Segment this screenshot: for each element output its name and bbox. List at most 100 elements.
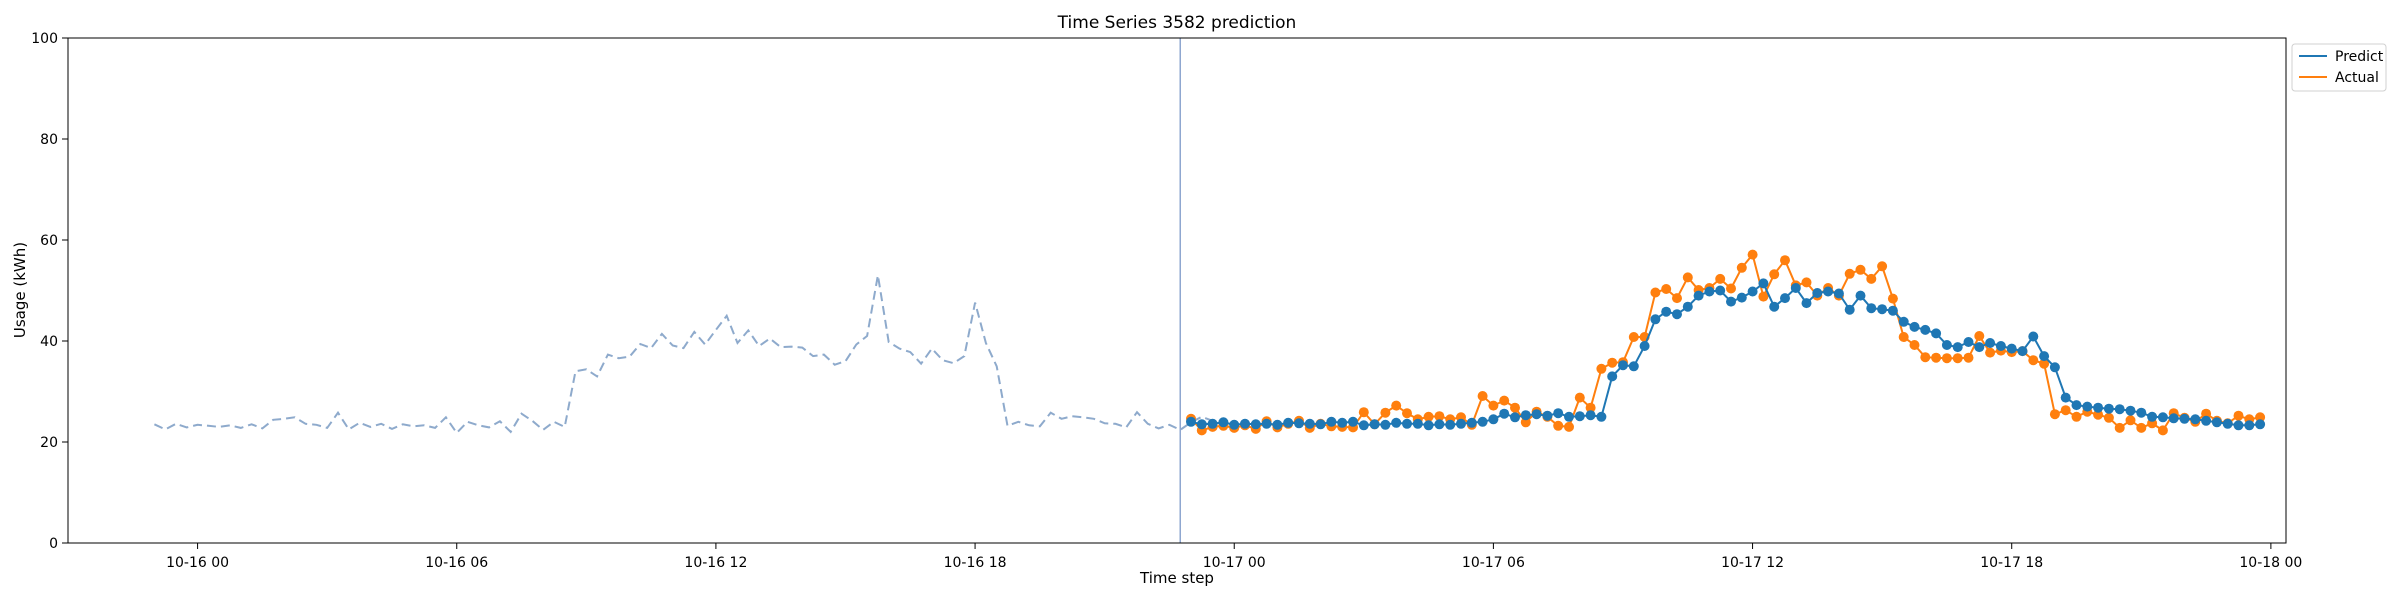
predict-line bbox=[1190, 281, 2261, 427]
predict-point bbox=[1477, 416, 1488, 427]
actual-point bbox=[1866, 273, 1877, 284]
predict-point bbox=[1650, 314, 1661, 325]
x-tick-label: 10-17 18 bbox=[1980, 555, 2043, 571]
actual-point bbox=[1596, 363, 1607, 374]
predict-point bbox=[1250, 419, 1261, 430]
predict-point bbox=[1693, 290, 1704, 301]
actual-point bbox=[1941, 353, 1952, 364]
actual-point bbox=[2125, 415, 2136, 426]
predict-point bbox=[2093, 402, 2104, 413]
actual-point bbox=[1380, 407, 1391, 418]
predict-series bbox=[1186, 278, 2266, 431]
x-tick-label: 10-16 00 bbox=[166, 555, 229, 571]
actual-point bbox=[1661, 284, 1672, 294]
predict-point bbox=[1294, 418, 1304, 429]
predict-point bbox=[2179, 413, 2190, 424]
predict-point bbox=[1423, 420, 1434, 431]
predict-point bbox=[1520, 410, 1531, 421]
x-tick-label: 10-17 00 bbox=[1203, 555, 1266, 571]
predict-point bbox=[2222, 418, 2233, 429]
predict-point bbox=[1466, 417, 1477, 428]
actual-point bbox=[2071, 411, 2082, 422]
predict-point bbox=[1855, 290, 1866, 301]
x-tick-label: 10-18 00 bbox=[2239, 555, 2302, 571]
x-tick-label: 10-17 06 bbox=[1462, 555, 1525, 571]
y-axis: 0 20 40 60 80 100 bbox=[31, 31, 68, 552]
predict-point bbox=[1726, 296, 1736, 307]
predict-point bbox=[2190, 414, 2201, 425]
predict-point bbox=[2028, 331, 2039, 342]
predict-point bbox=[1877, 304, 1888, 315]
predict-point bbox=[1229, 419, 1240, 430]
actual-point bbox=[1564, 421, 1574, 432]
predict-point bbox=[1531, 409, 1542, 420]
predict-point bbox=[1672, 309, 1682, 320]
actual-point bbox=[1909, 340, 1920, 350]
predict-point bbox=[1898, 316, 1909, 327]
x-axis-label: Time step bbox=[1139, 569, 1214, 587]
predict-point bbox=[1283, 417, 1294, 428]
predict-point bbox=[2103, 403, 2114, 414]
actual-point bbox=[1985, 347, 1996, 358]
predict-point bbox=[1456, 418, 1466, 429]
actual-line bbox=[1190, 252, 2261, 432]
predict-point bbox=[1941, 340, 1952, 350]
predict-point bbox=[1585, 410, 1596, 421]
actual-point bbox=[2201, 408, 2212, 419]
chart-title: Time Series 3582 prediction bbox=[1057, 13, 1297, 33]
predict-point bbox=[2060, 392, 2071, 403]
actual-point bbox=[1434, 411, 1445, 422]
predict-point bbox=[1618, 360, 1628, 371]
predict-point bbox=[2017, 346, 2028, 357]
predict-point bbox=[1337, 417, 1348, 428]
predict-point bbox=[2006, 343, 2017, 354]
predict-point bbox=[1218, 417, 1229, 428]
predict-point bbox=[1391, 417, 1402, 428]
predict-point bbox=[1574, 411, 1585, 422]
predict-point bbox=[2168, 413, 2179, 424]
predict-point bbox=[2125, 405, 2136, 416]
predict-point bbox=[1758, 278, 1769, 289]
predict-point bbox=[1207, 418, 1218, 429]
predict-point bbox=[1661, 306, 1672, 317]
actual-point bbox=[1887, 293, 1898, 304]
predict-point bbox=[1304, 418, 1315, 429]
predict-point bbox=[1801, 298, 1812, 309]
actual-point bbox=[1780, 255, 1790, 266]
predict-point bbox=[2201, 415, 2212, 426]
actual-point bbox=[1510, 402, 1520, 413]
predict-point bbox=[2114, 404, 2125, 415]
actual-point bbox=[1477, 391, 1488, 401]
predict-point bbox=[1931, 328, 1942, 339]
actual-point bbox=[1402, 408, 1412, 419]
predict-point bbox=[1358, 420, 1369, 431]
predict-point bbox=[1445, 419, 1456, 430]
predict-point bbox=[1402, 418, 1412, 429]
x-axis: 10-16 00 10-16 06 10-16 12 10-16 18 10-17 00… bbox=[166, 543, 2302, 571]
predict-point bbox=[2244, 420, 2255, 431]
history-series bbox=[153, 275, 1213, 435]
actual-point bbox=[1574, 392, 1585, 403]
predict-point bbox=[1790, 283, 1801, 293]
predict-point bbox=[1499, 408, 1510, 419]
actual-point bbox=[1736, 262, 1747, 273]
predict-point bbox=[1186, 416, 1196, 427]
actual-point bbox=[1726, 283, 1736, 294]
predict-point bbox=[2082, 401, 2093, 412]
predict-point bbox=[1866, 303, 1877, 314]
actual-point bbox=[1952, 353, 1963, 364]
predict-point bbox=[1812, 288, 1823, 298]
actual-point bbox=[2157, 425, 2168, 436]
actual-point bbox=[1844, 268, 1855, 279]
predict-point bbox=[1887, 305, 1898, 316]
predict-point bbox=[2255, 419, 2266, 430]
actual-point bbox=[1672, 293, 1682, 304]
predict-point bbox=[1326, 416, 1337, 427]
plot-frame bbox=[67, 37, 2287, 544]
predict-point bbox=[1963, 337, 1974, 347]
predict-point bbox=[2211, 417, 2222, 428]
predict-point bbox=[1833, 288, 1844, 299]
predict-point bbox=[1542, 410, 1553, 421]
y-tick-label: 60 bbox=[40, 233, 58, 249]
